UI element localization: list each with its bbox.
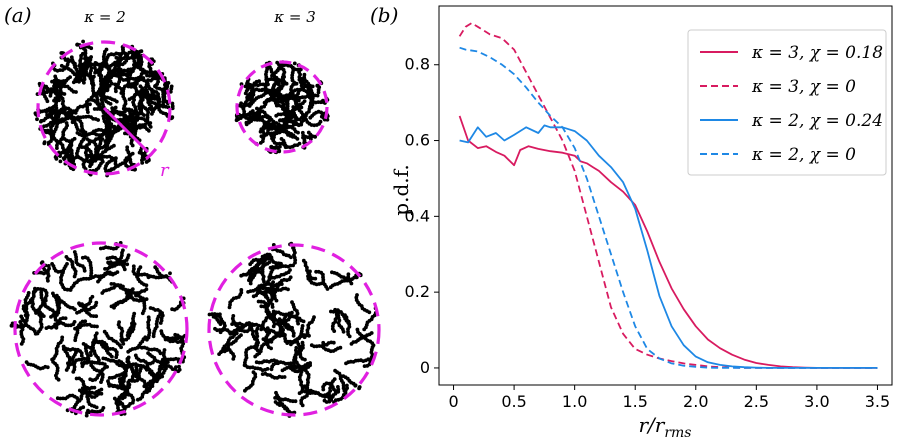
x-axis-label: r/rrms xyxy=(638,413,691,441)
legend-items: κ = 3, χ = 0.18 κ = 3, χ = 0 κ = 2, χ = 0.… xyxy=(700,43,883,165)
cluster-circle-bottom-left xyxy=(13,241,189,417)
x-tick-label: 1.5 xyxy=(622,392,647,411)
y-tick-label: 0.8 xyxy=(405,55,430,74)
kappa-3-label: κ = 3 xyxy=(273,8,315,26)
legend-label-3: κ = 2, χ = 0 xyxy=(751,145,856,165)
plot-area xyxy=(438,5,893,386)
panel-a-tag: (a) xyxy=(4,3,32,27)
y-tick-label: 0 xyxy=(420,358,430,377)
y-tick-label: 0.6 xyxy=(405,131,430,150)
x-tick-label: 1.0 xyxy=(562,392,587,411)
legend-label-1: κ = 3, χ = 0 xyxy=(751,77,856,97)
panel-b-tag: (b) xyxy=(370,3,398,27)
x-tick-label: 2.0 xyxy=(683,392,708,411)
legend-box xyxy=(687,29,887,176)
legend-label-2: κ = 2, χ = 0.24 xyxy=(751,111,883,131)
kappa-2-label: κ = 2 xyxy=(83,8,125,26)
x-tick-label: 3.5 xyxy=(865,392,890,411)
axis-ticks: 0 0.5 1.0 1.5 2.0 2.5 3.0 3.5 0 0.2 0.4 0.6 0.8 xyxy=(405,55,891,411)
series-lines xyxy=(458,22,878,369)
x-tick-label: 3.0 xyxy=(804,392,829,411)
cluster-circle-bottom-right xyxy=(207,243,381,417)
y-axis-label: p.d.f. xyxy=(389,164,413,215)
cluster-circle-top-left xyxy=(36,40,172,176)
x-tick-label: 0.5 xyxy=(501,392,526,411)
radius-line xyxy=(102,106,150,154)
legend: κ = 3, χ = 0.18 κ = 3, χ = 0 κ = 2, χ = 0.… xyxy=(687,29,887,176)
radius-label: r xyxy=(160,160,170,181)
x-tick-label: 2.5 xyxy=(744,392,769,411)
panel-a: (a) κ = 2 κ = 3 r xyxy=(4,3,381,418)
legend-label-0: κ = 3, χ = 0.18 xyxy=(751,43,883,63)
y-tick-label: 0.2 xyxy=(405,282,430,301)
panel-b: (b) 0 0.5 1.0 1.5 2.0 2.5 3.0 3.500.20.40.60.8 … xyxy=(370,3,893,441)
cluster-circle-top-right xyxy=(235,60,329,154)
cluster-dots xyxy=(9,39,378,418)
x-tick-label: 0 xyxy=(448,392,458,411)
y-tick-label: 0.4 xyxy=(405,206,430,225)
